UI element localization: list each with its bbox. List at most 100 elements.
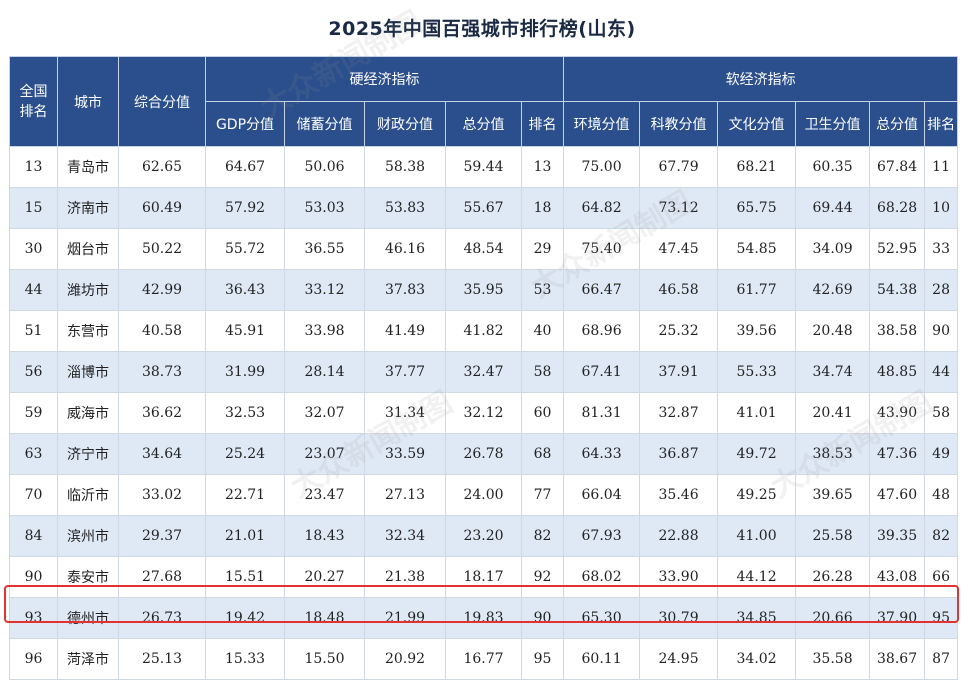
table-cell: 18 [520, 187, 565, 229]
table-cell: 18.17 [445, 556, 522, 598]
table-cell: 33.98 [284, 310, 365, 352]
table-row: 13 青岛市 62.65 64.67 50.06 58.38 59.44 13 75.00 67.… [9, 146, 959, 188]
table-cell: 68 [520, 433, 565, 475]
table-cell: 93 [9, 597, 58, 639]
table-cell: 31.99 [205, 351, 285, 393]
table-row: 56 淄博市 38.73 31.99 28.14 37.77 32.47 58 67.41 37.… [9, 351, 959, 393]
table-cell: 64.82 [563, 187, 641, 229]
table-cell: 41.01 [717, 392, 797, 434]
table-cell: 55.72 [205, 228, 285, 270]
table-cell: 24.95 [639, 638, 719, 680]
table-cell: 77 [520, 474, 565, 516]
table-cell: 青岛市 [57, 146, 119, 188]
table-cell: 21.99 [364, 597, 446, 639]
table-cell: 德州市 [57, 597, 119, 639]
table-cell: 20.92 [364, 638, 446, 680]
table-cell: 42.69 [795, 269, 871, 311]
table-cell: 33 [924, 228, 959, 270]
table-cell: 42.99 [118, 269, 206, 311]
table-cell: 18.43 [284, 515, 365, 557]
table-cell: 20.27 [284, 556, 365, 598]
table-cell: 18.48 [284, 597, 365, 639]
table-cell: 29.37 [118, 515, 206, 557]
header-overall-score: 综合分值 [118, 56, 206, 147]
table-cell: 53 [520, 269, 565, 311]
table-cell: 25.58 [795, 515, 871, 557]
table-cell: 75.00 [563, 146, 641, 188]
table-cell: 64.33 [563, 433, 641, 475]
table-cell: 41.00 [717, 515, 797, 557]
table-cell: 19.83 [445, 597, 522, 639]
table-cell: 26.28 [795, 556, 871, 598]
table-cell: 58 [924, 392, 959, 434]
header-fiscal-score: 财政分值 [364, 101, 446, 147]
table-cell: 62.65 [118, 146, 206, 188]
table-cell: 95 [924, 597, 959, 639]
table-cell: 11 [924, 146, 959, 188]
table-cell: 54.38 [869, 269, 926, 311]
table-row: 84 滨州市 29.37 21.01 18.43 32.34 23.20 82 67.93 22.… [9, 515, 959, 557]
table-row: 30 烟台市 50.22 55.72 36.55 46.16 48.54 29 75.40 47.… [9, 228, 959, 270]
table-row: 93 德州市 26.73 19.42 18.48 21.99 19.83 90 65.30 30.… [9, 597, 959, 639]
table-cell: 33.12 [284, 269, 365, 311]
table-cell: 46.16 [364, 228, 446, 270]
table-cell: 25.24 [205, 433, 285, 475]
table-cell: 40.58 [118, 310, 206, 352]
table-cell: 66 [924, 556, 959, 598]
table-row: 15 济南市 60.49 57.92 53.03 53.83 55.67 18 64.82 73.… [9, 187, 959, 229]
table-cell: 53.83 [364, 187, 446, 229]
table-cell: 37.90 [869, 597, 926, 639]
table-cell: 58 [520, 351, 565, 393]
header-national-rank-label: 全国 排名 [19, 83, 48, 120]
table-cell: 75.40 [563, 228, 641, 270]
table-cell: 44 [9, 269, 58, 311]
table-cell: 15.33 [205, 638, 285, 680]
table-cell: 90 [520, 597, 565, 639]
table-cell: 28.14 [284, 351, 365, 393]
table-cell: 68.28 [869, 187, 926, 229]
table-cell: 31.34 [364, 392, 446, 434]
page-title: 2025年中国百强城市排行榜(山东) [328, 18, 636, 40]
table-cell: 47.36 [869, 433, 926, 475]
table-cell: 38.58 [869, 310, 926, 352]
table-cell: 35.58 [795, 638, 871, 680]
table-cell: 27.13 [364, 474, 446, 516]
table-cell: 36.55 [284, 228, 365, 270]
table-cell: 47.60 [869, 474, 926, 516]
table-cell: 32.87 [639, 392, 719, 434]
table-cell: 67.84 [869, 146, 926, 188]
header-hard-total: 总分值 [445, 101, 522, 147]
table-cell: 56 [9, 351, 58, 393]
table-cell: 35.95 [445, 269, 522, 311]
table-row: 70 临沂市 33.02 22.71 23.47 27.13 24.00 77 66.04 35.… [9, 474, 959, 516]
table-cell: 37.91 [639, 351, 719, 393]
table-cell: 22.88 [639, 515, 719, 557]
table-cell: 20.66 [795, 597, 871, 639]
table-cell: 90 [9, 556, 58, 598]
table-cell: 13 [520, 146, 565, 188]
table-cell: 50.22 [118, 228, 206, 270]
table-cell: 41.82 [445, 310, 522, 352]
table-cell: 34.02 [717, 638, 797, 680]
table-cell: 38.73 [118, 351, 206, 393]
table-cell: 68.96 [563, 310, 641, 352]
table-cell: 92 [520, 556, 565, 598]
table-cell: 82 [520, 515, 565, 557]
table-cell: 23.07 [284, 433, 365, 475]
table-cell: 60 [520, 392, 565, 434]
table-cell: 50.06 [284, 146, 365, 188]
table-cell: 39.56 [717, 310, 797, 352]
table-cell: 59 [9, 392, 58, 434]
table-cell: 26.73 [118, 597, 206, 639]
table-cell: 58.38 [364, 146, 446, 188]
table-cell: 67.93 [563, 515, 641, 557]
table-cell: 27.68 [118, 556, 206, 598]
table-cell: 48.85 [869, 351, 926, 393]
header-soft-economy-group: 软经济指标 [563, 56, 959, 102]
table-cell: 48.54 [445, 228, 522, 270]
table-cell: 29 [520, 228, 565, 270]
table-cell: 66.47 [563, 269, 641, 311]
table-cell: 87 [924, 638, 959, 680]
table-row: 63 济宁市 34.64 25.24 23.07 33.59 26.78 68 64.33 36.… [9, 433, 959, 475]
table-cell: 68.21 [717, 146, 797, 188]
